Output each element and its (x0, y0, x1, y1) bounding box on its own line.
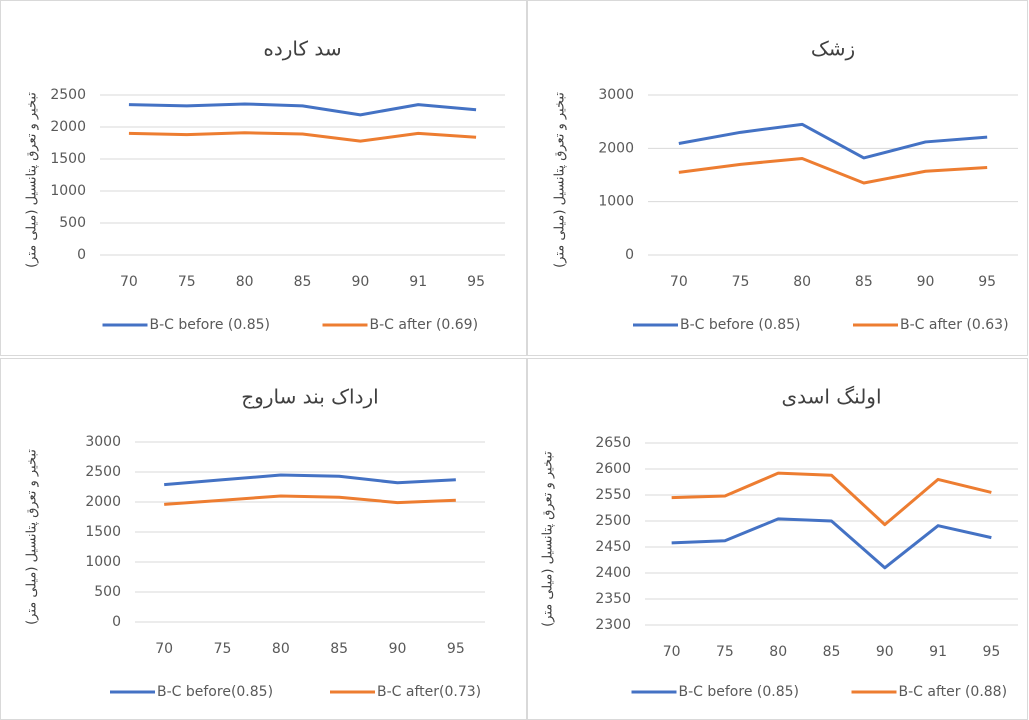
x-tick-label: 80 (272, 641, 290, 657)
y-tick-label: 2350 (595, 591, 631, 607)
x-tick-label: 95 (447, 641, 465, 657)
x-tick-label: 91 (409, 274, 427, 290)
x-tick-label: 91 (929, 644, 947, 660)
y-tick-label: 2300 (595, 617, 631, 633)
y-axis-label: تبخیر و تعرق پتانسیل (میلی متر) (553, 92, 568, 268)
y-tick-label: 1000 (50, 183, 86, 199)
y-tick-label: 3000 (598, 87, 634, 103)
y-axis-label: تبخیر و تعرق پتانسیل (میلی متر) (541, 451, 556, 627)
y-tick-label: 1500 (50, 151, 86, 167)
y-axis-label: تبخیر و تعرق پتانسیل (میلی متر) (25, 449, 40, 625)
y-tick-label: 500 (59, 215, 86, 231)
x-tick-label: 85 (294, 274, 312, 290)
y-tick-label: 500 (94, 584, 121, 600)
legend-label: B-C before (0.85) (680, 317, 800, 333)
y-tick-label: 2000 (598, 140, 634, 156)
x-tick-label: 90 (876, 644, 894, 660)
x-tick-label: 90 (389, 641, 407, 657)
panel (0, 0, 527, 356)
x-tick-label: 95 (982, 644, 1000, 660)
legend-label: B-C before(0.85) (157, 684, 273, 700)
x-tick-label: 70 (120, 274, 138, 290)
legend-label: B-C before (0.85) (679, 684, 799, 700)
y-tick-label: 2500 (50, 87, 86, 103)
series-line (678, 122, 988, 160)
x-tick-label: 75 (716, 644, 734, 660)
y-tick-label: 2500 (85, 464, 121, 480)
y-tick-label: 2600 (595, 461, 631, 477)
x-tick-label: 80 (793, 274, 811, 290)
x-tick-label: 90 (351, 274, 369, 290)
y-tick-label: 2650 (595, 435, 631, 451)
panel (0, 358, 527, 720)
x-tick-label: 80 (769, 644, 787, 660)
series-line (128, 131, 477, 143)
x-tick-label: 75 (732, 274, 750, 290)
chart-title: سد کارده (263, 37, 341, 61)
y-tick-label: 1500 (85, 524, 121, 540)
legend-label: B-C after (0.69) (370, 317, 479, 333)
x-tick-label: 75 (178, 274, 196, 290)
x-tick-label: 75 (214, 641, 232, 657)
series-line (678, 156, 988, 185)
x-tick-label: 85 (330, 641, 348, 657)
x-tick-label: 85 (823, 644, 841, 660)
y-tick-label: 1000 (598, 194, 634, 210)
y-tick-label: 2400 (595, 565, 631, 581)
x-tick-label: 70 (155, 641, 173, 657)
y-tick-label: 2550 (595, 487, 631, 503)
panel (527, 0, 1028, 356)
y-tick-label: 2000 (50, 119, 86, 135)
series-line (164, 473, 456, 487)
series-line (128, 102, 477, 117)
series-line (671, 471, 992, 527)
y-tick-label: 0 (112, 614, 121, 630)
y-axis-label: تبخیر و تعرق پتانسیل (میلی متر) (25, 92, 40, 268)
x-tick-label: 90 (917, 274, 935, 290)
legend-label: B-C before (0.85) (150, 317, 270, 333)
x-tick-label: 85 (855, 274, 873, 290)
x-tick-label: 70 (663, 644, 681, 660)
legend-label: B-C after (0.88) (899, 684, 1008, 700)
legend-label: B-C after(0.73) (377, 684, 481, 700)
chart-title: ارداک بند ساروج (241, 385, 378, 409)
y-tick-label: 2450 (595, 539, 631, 555)
y-tick-label: 3000 (85, 434, 121, 450)
x-tick-label: 95 (978, 274, 996, 290)
x-tick-label: 70 (670, 274, 688, 290)
series-line (671, 517, 992, 570)
chart-title: زشک (811, 37, 855, 61)
x-tick-label: 95 (467, 274, 485, 290)
chart-title: اولنگ اسدی (781, 385, 881, 409)
series-line (164, 494, 456, 506)
legend-label: B-C after (0.63) (900, 317, 1009, 333)
y-tick-label: 0 (77, 247, 86, 263)
y-tick-label: 1000 (85, 554, 121, 570)
y-tick-label: 2000 (85, 494, 121, 510)
x-tick-label: 80 (236, 274, 254, 290)
y-tick-label: 0 (625, 247, 634, 263)
y-tick-label: 2500 (595, 513, 631, 529)
